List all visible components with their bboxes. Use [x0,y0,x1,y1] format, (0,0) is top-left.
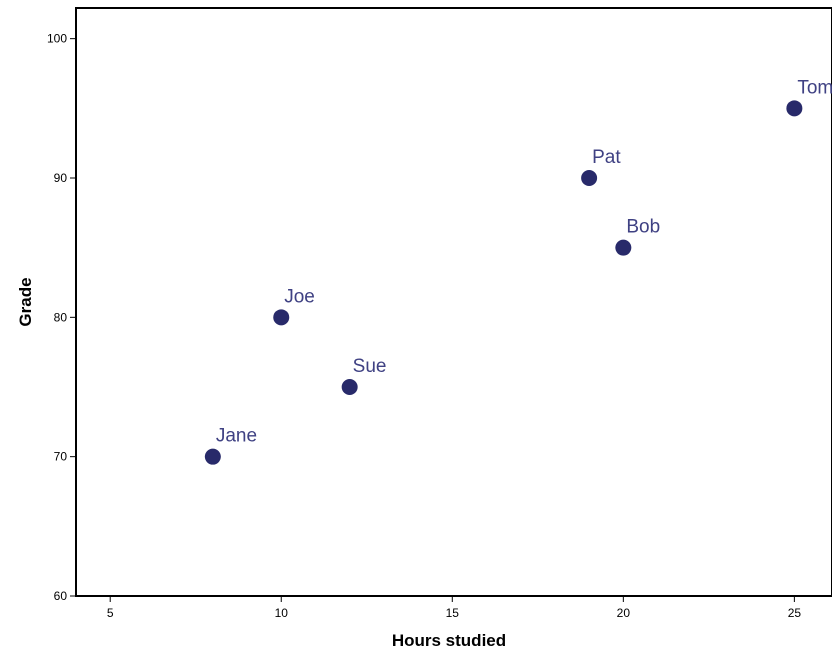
x-tick-label: 25 [788,606,802,620]
y-tick-label: 60 [54,589,68,603]
plot-area-frame [75,7,832,597]
y-tick-label: 70 [54,450,68,464]
data-point [615,239,632,256]
x-tick-label: 15 [446,606,460,620]
x-tick-label: 20 [617,606,631,620]
point-label: Joe [284,286,315,307]
point-label: Tom [797,77,832,98]
data-point [273,309,290,326]
data-point [204,448,221,465]
y-axis-title: Grade [16,277,35,326]
x-axis-title: Hours studied [392,631,506,650]
y-tick-label: 90 [54,171,68,185]
y-tick-label: 100 [47,32,67,46]
data-points: Jane Joe Sue Pat Bob Tom [204,77,832,465]
point-label: Pat [592,147,621,168]
data-point [581,169,598,186]
x-tick-label: 5 [107,606,114,620]
point-label: Bob [626,217,660,238]
y-tick-label: 80 [54,310,68,324]
y-axis-ticks: 60 70 80 90 100 [47,32,76,603]
x-tick-label: 10 [275,606,289,620]
data-point [786,100,803,117]
data-point [341,378,358,395]
point-label: Jane [216,426,257,447]
point-label: Sue [353,356,387,377]
